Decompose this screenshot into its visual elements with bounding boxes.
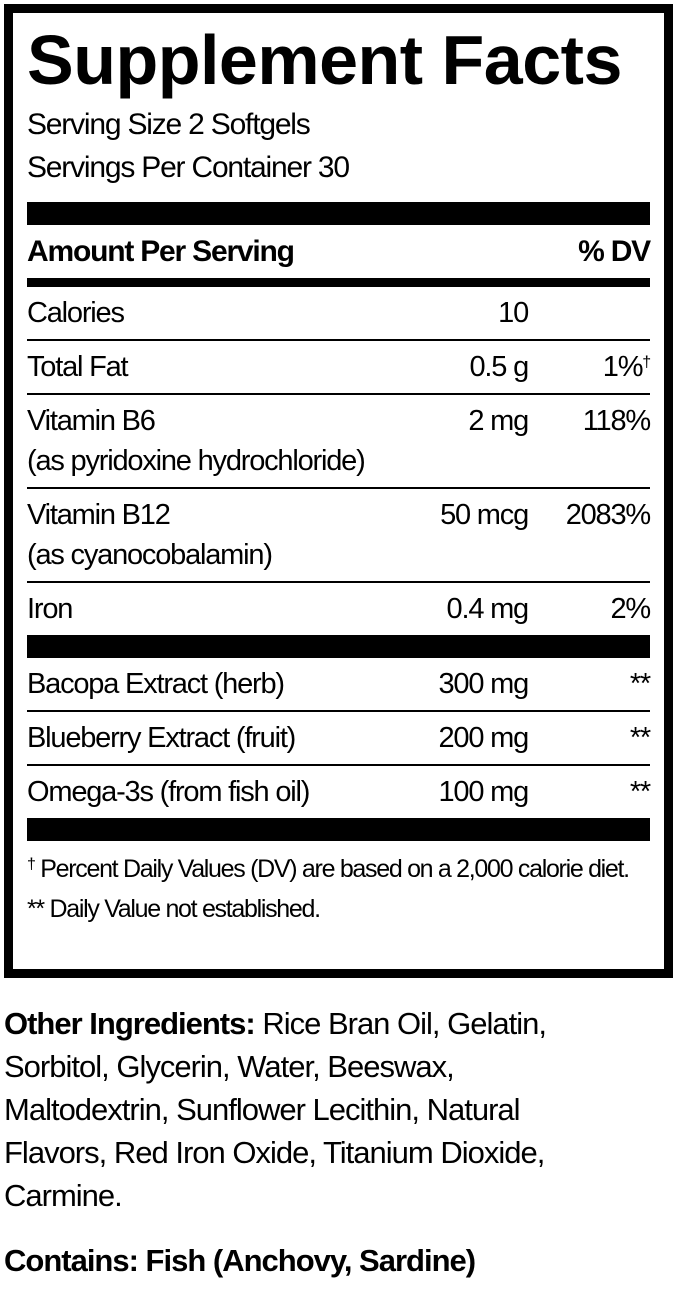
divider-thick: [27, 202, 650, 225]
other-ingredients-line: Maltodextrin, Sunflower Lecithin, Natura…: [4, 1092, 521, 1127]
divider-thick: [27, 818, 650, 841]
ingredient-name: Bacopa Extract (herb): [27, 668, 285, 700]
dagger-mark: †: [642, 354, 651, 371]
dagger-mark: †: [27, 856, 36, 873]
nutrient-amount: 50 mcg: [440, 499, 529, 531]
ingredient-amount: 300 mg: [438, 668, 529, 700]
nutrient-dv: [528, 287, 650, 339]
ingredient-dv: **: [629, 668, 651, 700]
nutrient-dv: 2083%: [565, 499, 652, 531]
supplement-facts-panel: Supplement Facts Serving Size 2 Softgels…: [4, 4, 673, 978]
other-ingredients-line: Rice Bran Oil, Gelatin,: [254, 1006, 547, 1041]
column-header: Amount Per Serving % DV: [27, 225, 651, 278]
nutrient-amount: 10: [498, 297, 529, 329]
ingredient-dv: **: [629, 722, 651, 754]
ingredient-row: Bacopa Extract (herb) 300 mg **: [27, 658, 651, 712]
nutrient-row: Vitamin B6 (as pyridoxine hydrochloride) …: [27, 395, 651, 489]
ingredient-row: Omega-3s (from fish oil) 100 mg **: [27, 766, 651, 818]
footnote-not-established: ** Daily Value not established.: [27, 895, 321, 923]
ingredient-amount: 200 mg: [438, 722, 529, 754]
other-ingredients: Other Ingredients: Rice Bran Oil, Gelati…: [4, 1002, 674, 1217]
other-ingredients-label: Other Ingredients:: [4, 1006, 256, 1041]
footnote-text: Percent Daily Values (DV) are based on a…: [40, 855, 630, 883]
other-ingredients-line: Carmine.: [4, 1178, 123, 1213]
ingredient-row: Blueberry Extract (fruit) 200 mg **: [27, 712, 651, 766]
other-ingredients-line: Flavors, Red Iron Oxide, Titanium Dioxid…: [4, 1135, 545, 1170]
ingredient-dv: **: [629, 776, 651, 808]
divider-medium: [27, 278, 650, 287]
divider-thick: [27, 635, 650, 658]
other-ingredients-line: Sorbitol, Glycerin, Water, Beeswax,: [4, 1049, 455, 1084]
nutrient-amount: 0.4 mg: [446, 593, 530, 625]
ingredient-amount: 100 mg: [438, 776, 529, 808]
nutrient-name: Vitamin B12: [27, 499, 171, 531]
panel-title: Supplement Facts: [27, 21, 622, 99]
nutrient-row: Calories 10: [27, 287, 650, 341]
nutrient-name: Total Fat: [27, 351, 129, 383]
nutrient-dv: 2%: [610, 593, 651, 625]
footnote-dv-basis: † Percent Daily Values (DV) are based on…: [27, 849, 650, 889]
ingredient-name: Omega-3s (from fish oil): [27, 776, 310, 808]
allergen-statement: Contains: Fish (Anchovy, Sardine): [4, 1243, 476, 1278]
nutrient-row: Total Fat 0.5 g 1%†: [27, 341, 651, 395]
nutrient-row: Vitamin B12 (as cyanocobalamin) 50 mcg 20…: [27, 489, 652, 583]
serving-size: Serving Size 2 Softgels: [27, 108, 311, 141]
nutrient-name: Iron: [27, 593, 73, 625]
nutrient-source: (as pyridoxine hydrochloride): [27, 445, 366, 477]
ingredient-name: Blueberry Extract (fruit): [27, 722, 296, 754]
dv-label: % DV: [578, 235, 651, 268]
nutrient-dv: 1%: [602, 351, 644, 383]
servings-per-container: Servings Per Container 30: [27, 151, 350, 184]
nutrient-amount: 2 mg: [468, 405, 529, 437]
nutrient-name: Calories: [27, 297, 125, 329]
nutrient-amount: 0.5 g: [469, 351, 530, 383]
nutrient-dv: 118%: [582, 405, 651, 437]
nutrient-source: (as cyanocobalamin): [27, 539, 273, 571]
nutrient-row: Iron 0.4 mg 2%: [27, 583, 651, 635]
nutrient-name: Vitamin B6: [27, 405, 156, 437]
amount-per-serving-label: Amount Per Serving: [27, 235, 295, 268]
